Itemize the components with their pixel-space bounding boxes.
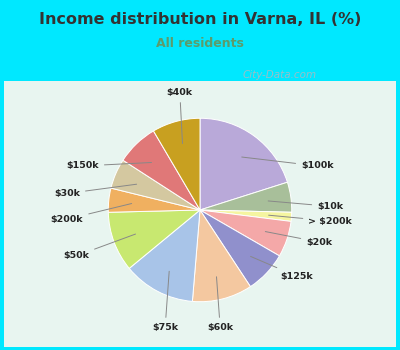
Wedge shape — [108, 210, 200, 268]
Text: $40k: $40k — [167, 88, 193, 144]
Wedge shape — [129, 210, 200, 301]
Text: $150k: $150k — [66, 161, 152, 170]
Wedge shape — [111, 160, 200, 210]
Text: Income distribution in Varna, IL (%): Income distribution in Varna, IL (%) — [39, 12, 361, 27]
Wedge shape — [200, 210, 291, 256]
Text: $100k: $100k — [242, 157, 334, 170]
Text: $50k: $50k — [63, 234, 136, 260]
Text: $200k: $200k — [51, 204, 132, 224]
Text: $75k: $75k — [152, 271, 178, 332]
Wedge shape — [200, 210, 292, 222]
Text: $10k: $10k — [268, 201, 343, 211]
Text: $125k: $125k — [250, 257, 313, 281]
Text: $60k: $60k — [207, 277, 233, 332]
Text: City-Data.com: City-Data.com — [243, 70, 317, 80]
Text: $30k: $30k — [54, 184, 137, 198]
Wedge shape — [108, 188, 200, 212]
Wedge shape — [200, 182, 292, 212]
Wedge shape — [123, 131, 200, 210]
Text: $20k: $20k — [265, 232, 332, 247]
Wedge shape — [154, 118, 200, 210]
Wedge shape — [200, 210, 280, 287]
Bar — [4, 80, 396, 346]
Text: > $200k: > $200k — [269, 215, 352, 225]
Wedge shape — [192, 210, 250, 302]
Wedge shape — [200, 118, 288, 210]
Text: All residents: All residents — [156, 37, 244, 50]
